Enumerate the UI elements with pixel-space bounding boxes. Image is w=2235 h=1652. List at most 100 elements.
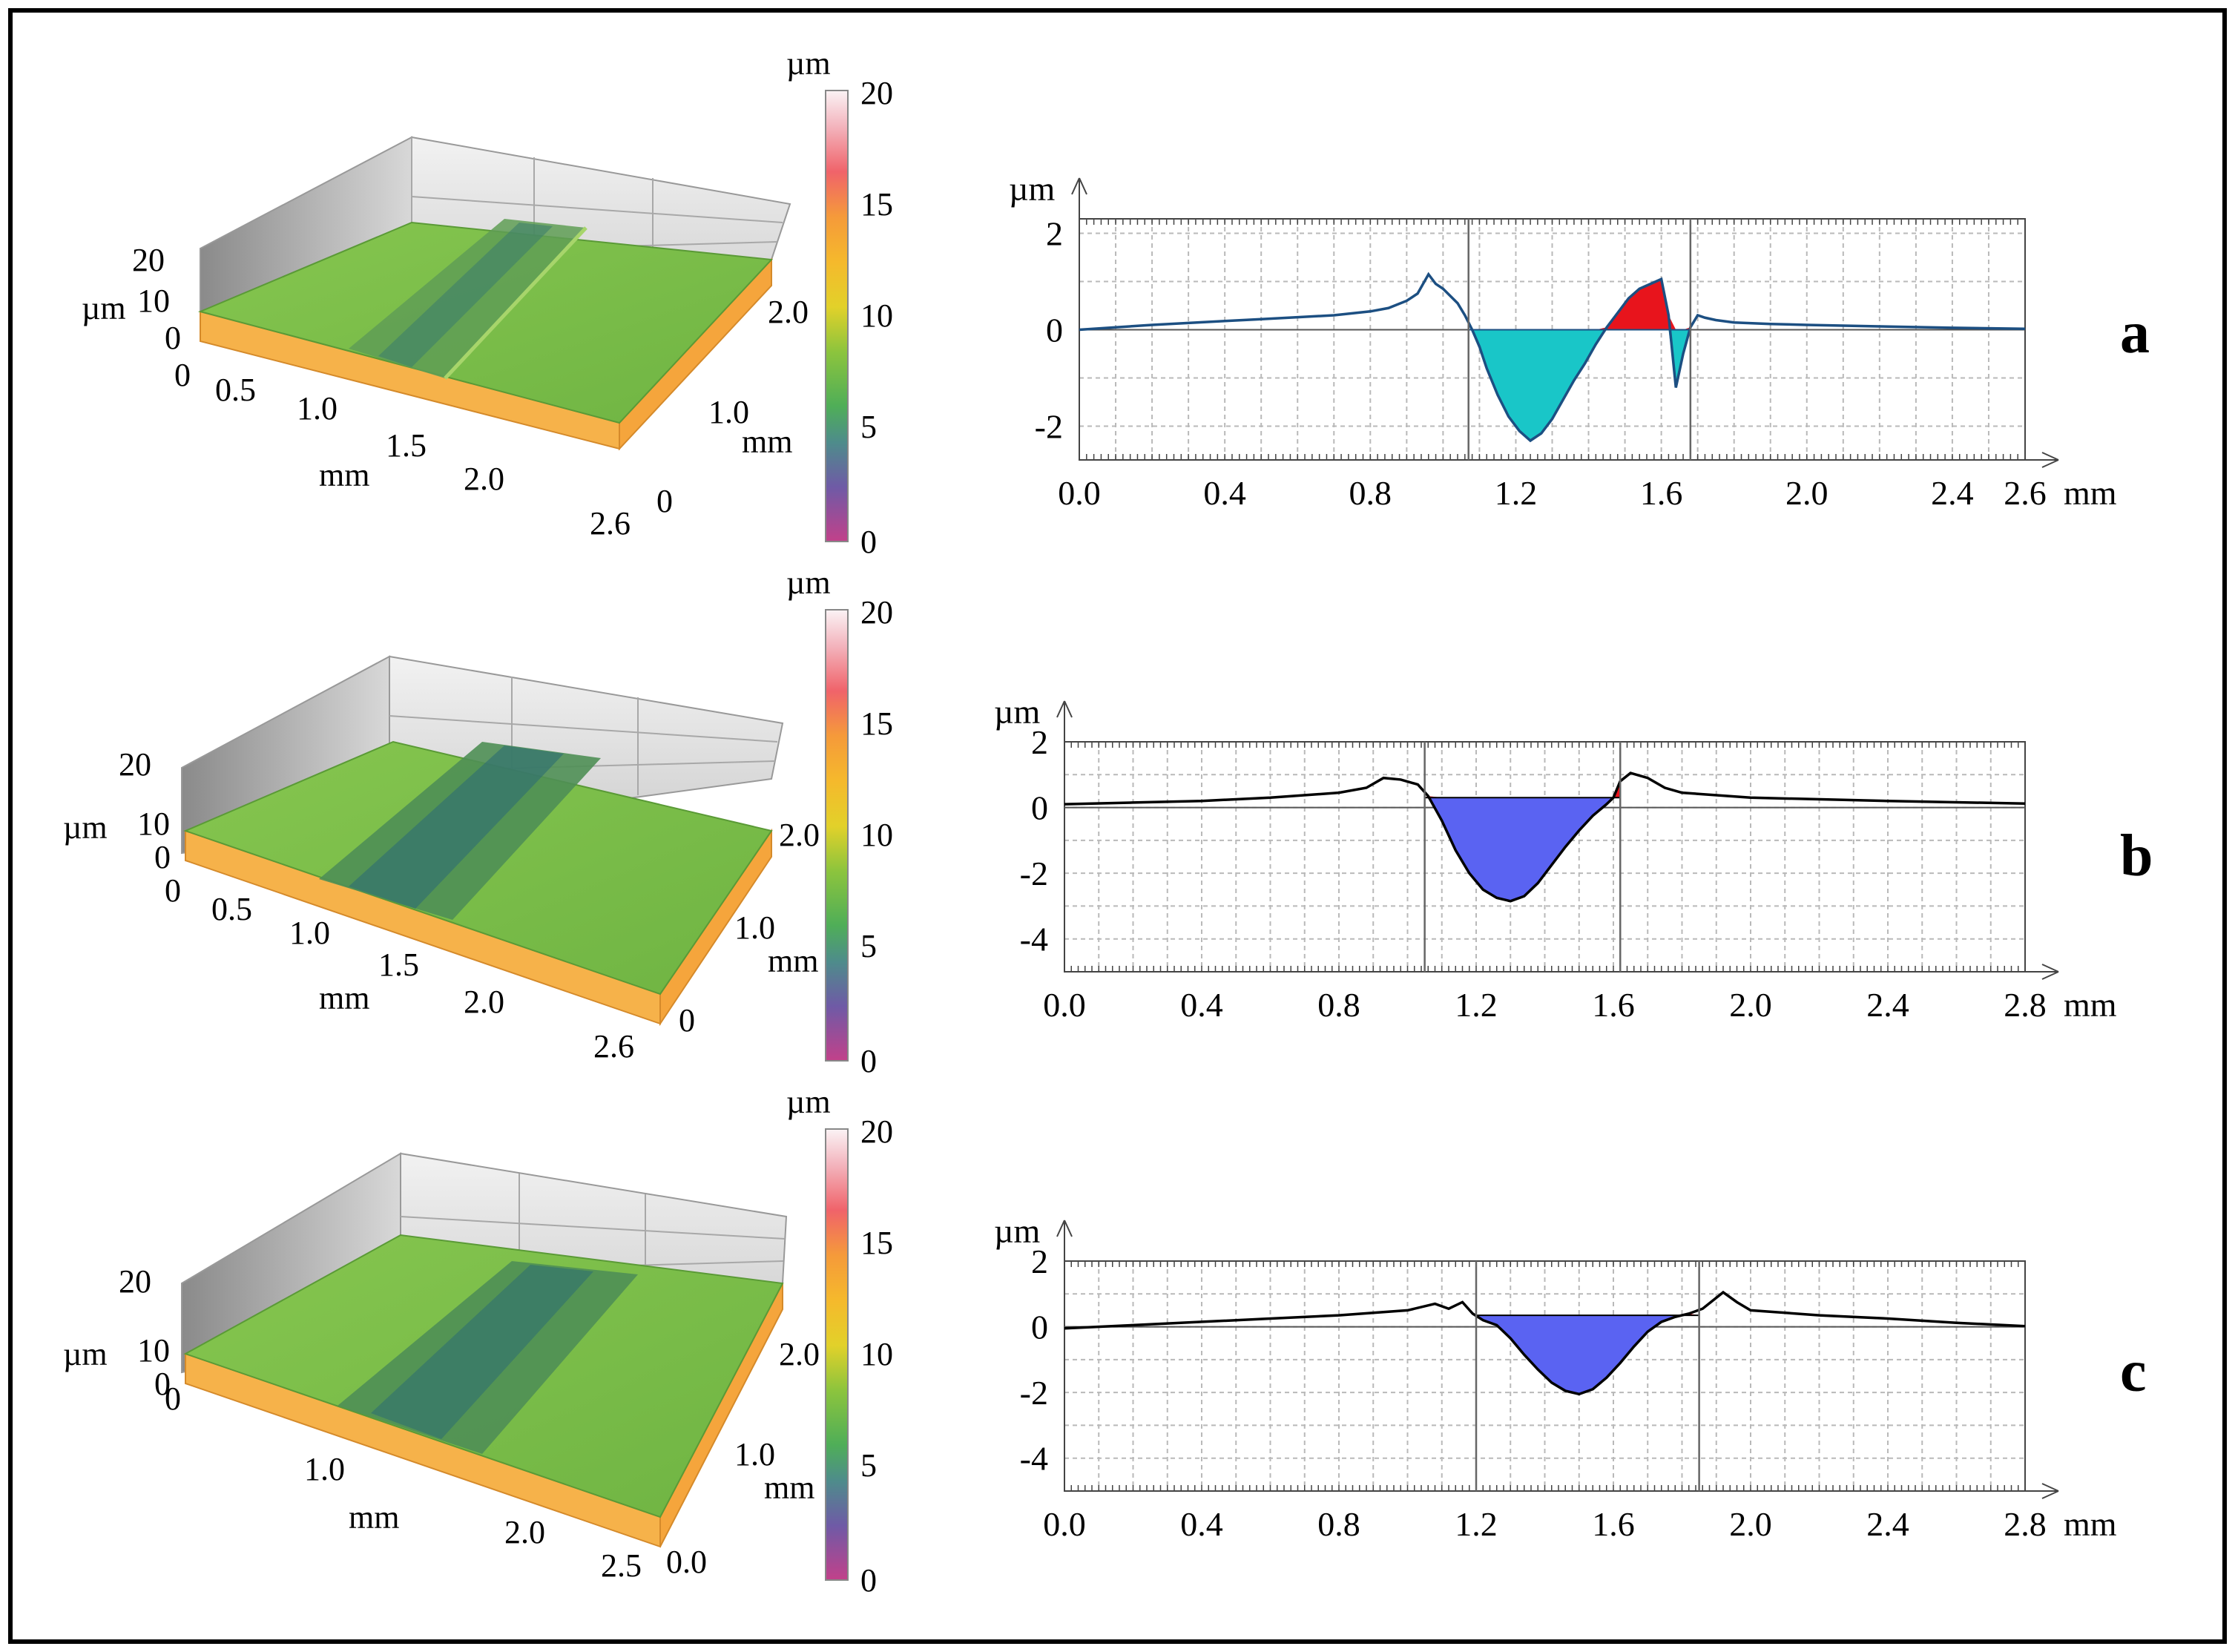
x-tick-label: 2.0 — [1785, 474, 1829, 512]
surface-3d-a: µm 20 10 0 0 0.5 1.0 1.5 2.0 2.6 mm 0 1.… — [82, 136, 809, 542]
x-tick-label: 1.2 — [1455, 1505, 1498, 1543]
y-tick: 2.0 — [779, 1336, 820, 1372]
x-tick: 2.6 — [593, 1028, 634, 1064]
y-tick-label: 0 — [1031, 1309, 1048, 1346]
y-tick-label: -4 — [1020, 921, 1048, 958]
colorbar-tick: 15 — [860, 186, 893, 223]
z-tick-0: 0 — [154, 839, 171, 875]
pileup-area — [1468, 279, 1691, 330]
x-tick-label: 2.8 — [2004, 1505, 2047, 1543]
x-tick: 2.0 — [464, 984, 504, 1020]
panel-a: µm 20 10 0 0 0.5 1.0 1.5 2.0 2.6 mm 0 1.… — [82, 45, 2150, 560]
x-tick-label: 0.0 — [1043, 1505, 1086, 1543]
colorbar-b: µm 20 15 10 5 0 — [786, 565, 893, 1079]
scratch-ridge — [444, 226, 587, 380]
z-tick-20: 20 — [119, 1263, 151, 1300]
x-tick-label: 0.4 — [1180, 986, 1223, 1024]
x-tick-label: 0.0 — [1043, 986, 1086, 1024]
x-tick-label: 2.0 — [1729, 1505, 1772, 1543]
x-tick-label: 2.4 — [1866, 986, 1909, 1024]
scratch-track-inner — [378, 223, 553, 367]
x-axis-label: mm — [2064, 986, 2117, 1024]
y-axis-label: µm — [994, 1212, 1041, 1250]
y-tick: 2.0 — [768, 294, 809, 330]
x-tick-label: 2.4 — [1866, 1505, 1909, 1543]
scratch-track-inner — [349, 746, 564, 909]
x-tick: 0.5 — [211, 891, 252, 927]
profile-line — [1064, 771, 2026, 903]
x-tick-label: 2.0 — [1729, 986, 1772, 1024]
y-axis-label: mm — [764, 1470, 814, 1506]
x-axis-label: mm — [2064, 474, 2117, 512]
y-tick-label: 2 — [1046, 215, 1063, 253]
y-tick-label: 0 — [1031, 789, 1048, 827]
x-tick: 2.0 — [504, 1514, 545, 1550]
colorbar-tick: 5 — [860, 409, 877, 445]
x-tick-label: 1.6 — [1592, 986, 1635, 1024]
panel-c: µm 20 10 0 0 1.0 2.0 2.5 mm 0.0 1.0 2.0 … — [63, 1084, 2147, 1599]
y-tick: 0 — [656, 483, 673, 519]
z-tick-20: 20 — [132, 242, 165, 278]
y-tick-label: -2 — [1035, 408, 1063, 446]
colorbar-tick: 0 — [860, 524, 877, 560]
x-axis-arrow — [2041, 1483, 2059, 1499]
z-tick-10: 10 — [137, 283, 170, 319]
z-axis-label: µm — [63, 809, 108, 846]
valley-area — [1424, 797, 1621, 901]
x-tick-label: 0.8 — [1317, 1505, 1360, 1543]
pileup-area — [1424, 781, 1621, 798]
colorbar-tick: 15 — [860, 1225, 893, 1261]
y-axis-label: µm — [1009, 170, 1056, 208]
profile-chart-c: 0.0 0.4 0.8 1.2 1.6 2.0 2.4 2.8 -4 -2 0 2 mm µm — [994, 1212, 2117, 1543]
y-tick: 1.0 — [734, 909, 775, 946]
z-tick-0: 0 — [154, 1366, 171, 1402]
colorbar-tick: 20 — [860, 75, 893, 111]
colorbar-tick: 5 — [860, 928, 877, 964]
colorbar — [825, 90, 849, 542]
x-tick: 1.5 — [386, 427, 427, 464]
panel-letter-b: b — [2120, 823, 2153, 889]
x-tick: 0 — [174, 357, 191, 393]
profile-line — [1064, 1290, 2026, 1396]
x-tick-label: 1.6 — [1640, 474, 1683, 512]
y-tick-label: -2 — [1020, 1374, 1048, 1412]
x-tick-label: 2.4 — [1931, 474, 1974, 512]
x-tick-label: 2.6 — [2004, 474, 2047, 512]
figure-border — [8, 8, 2227, 1644]
y-tick: 0 — [679, 1002, 695, 1039]
x-tick: 1.0 — [289, 915, 330, 951]
colorbar-tick: 10 — [860, 817, 893, 853]
surface-3d-b: µm 20 10 0 0 0.5 1.0 1.5 2.0 2.6 mm 0 1.… — [63, 655, 820, 1064]
x-tick: 0.5 — [215, 372, 256, 408]
colorbar-tick: 20 — [860, 1113, 893, 1150]
x-tick: 2.0 — [464, 461, 504, 497]
y-tick-label: -2 — [1020, 855, 1048, 892]
x-axis-label: mm — [349, 1499, 399, 1536]
y-axis-arrow — [1056, 1220, 1073, 1237]
colorbar-unit: µm — [786, 45, 831, 82]
z-tick-0: 0 — [165, 320, 181, 356]
y-tick: 2.0 — [779, 817, 820, 853]
x-tick-label: 0.4 — [1203, 474, 1246, 512]
y-tick: 1.0 — [734, 1436, 775, 1472]
x-tick-label: 0.8 — [1349, 474, 1392, 512]
profile-chart-b: 0.0 0.4 0.8 1.2 1.6 2.0 2.4 2.8 -4 -2 0 2 mm µm — [994, 693, 2117, 1024]
colorbar-tick: 20 — [860, 594, 893, 631]
colorbar-a: µm 20 15 10 5 0 — [786, 45, 893, 560]
profile-line — [1079, 272, 2026, 443]
x-tick: 2.5 — [601, 1547, 642, 1584]
y-axis-label: mm — [742, 424, 792, 460]
colorbar — [825, 609, 849, 1062]
y-axis-arrow — [1056, 700, 1073, 718]
x-tick-label: 1.2 — [1455, 986, 1498, 1024]
colorbar-tick: 10 — [860, 297, 893, 334]
colorbar-tick: 10 — [860, 1336, 893, 1372]
x-tick-label: 0.0 — [1058, 474, 1101, 512]
panel-letter-a: a — [2120, 300, 2150, 366]
colorbar-tick: 0 — [860, 1043, 877, 1079]
y-tick-label: 2 — [1031, 1243, 1048, 1280]
z-axis-label: µm — [82, 290, 126, 326]
colorbar-unit: µm — [786, 565, 831, 601]
x-axis-label: mm — [2064, 1505, 2117, 1543]
valley-area — [1468, 329, 1691, 441]
